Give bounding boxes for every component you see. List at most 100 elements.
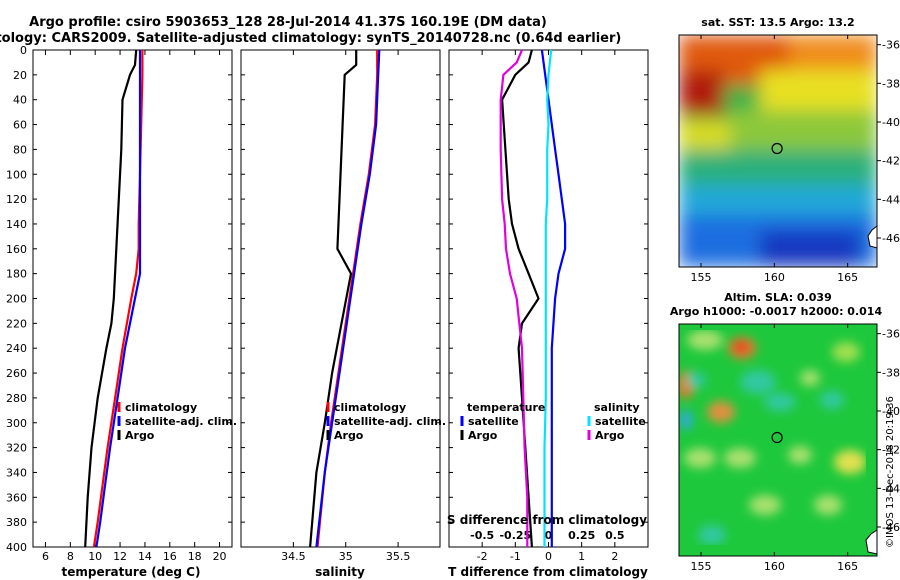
sla-heatmap (679, 324, 877, 556)
s-difference-tick-label: 0.25 (568, 529, 595, 542)
sst-map-title: sat. SST: 13.5 Argo: 13.2 (701, 16, 854, 29)
map-lat-label: -42 (882, 155, 900, 168)
temperature-axis-label: temperature (deg C) (62, 565, 201, 579)
legend-label-s-satellite: satellite (595, 415, 646, 428)
x-tick-label: -1 (510, 550, 521, 563)
sla-map-axes: 155 160 165 -36 -38 -40 -42 -44 -46 (691, 324, 900, 573)
depth-tick-label: 120 (6, 193, 27, 206)
depth-tick-label: 220 (6, 317, 27, 330)
depth-tick-label: 80 (13, 143, 27, 156)
map-lon-label: 160 (764, 560, 785, 573)
x-tick-label: 1 (578, 550, 585, 563)
sla-map-title: Altim. SLA: 0.039 (724, 291, 831, 304)
series-line-t-argo (501, 49, 540, 548)
t-difference-x-axis: -2 -1 0 1 2 (477, 50, 618, 563)
depth-tick-label: 280 (6, 392, 27, 405)
series-line-argo (309, 50, 358, 548)
sla-map-subtitle: Argo h1000: -0.0017 h2000: 0.014 (670, 305, 883, 318)
depth-axis: 0 20 40 60 80 100 120 140 160 180 200 220 240 260 280 3… (6, 44, 648, 554)
map-lon-label: 155 (691, 271, 712, 284)
x-tick-label: 8 (67, 550, 74, 563)
map-lat-label: -46 (882, 521, 900, 534)
sla-map-frame (678, 323, 878, 557)
series-line-t-satellite (540, 49, 567, 547)
legend-label-argo: Argo (125, 429, 155, 442)
depth-tick-label: 100 (6, 168, 27, 181)
legend-label-argo: Argo (334, 429, 364, 442)
legend-label-satellite: satellite-adj. clim. (334, 415, 446, 428)
depth-tick-label: 320 (6, 442, 27, 455)
x-tick-label: 35.5 (386, 550, 411, 563)
map-lon-label: 165 (837, 271, 858, 284)
salinity-x-axis: 34.5 35 35.5 (281, 50, 410, 563)
depth-tick-label: 60 (13, 119, 27, 132)
depth-tick-label: 180 (6, 268, 27, 281)
x-tick-label: 0 (545, 550, 552, 563)
depth-tick-label: 0 (20, 44, 27, 57)
temperature-plot-frame (32, 49, 233, 548)
map-lat-label: -42 (882, 444, 900, 457)
legend-label-satellite: satellite-adj. clim. (125, 415, 237, 428)
x-tick-label: 12 (113, 550, 127, 563)
depth-tick-label: 160 (6, 243, 27, 256)
x-tick-label: 6 (42, 550, 49, 563)
legend-label-t-argo: Argo (468, 429, 498, 442)
map-lat-label: -36 (882, 328, 900, 341)
x-tick-label: 20 (213, 550, 227, 563)
series-line-s-satellite (543, 49, 553, 547)
difference-legend: temperature salinity satellite Argo sate… (460, 401, 646, 442)
map-lat-label: -44 (882, 482, 900, 495)
depth-tick-label: 360 (6, 491, 27, 504)
sla-map-coastline (865, 529, 878, 555)
map-lat-label: -40 (882, 116, 900, 129)
legend-label-s-argo: Argo (595, 429, 625, 442)
salinity-series (309, 49, 381, 548)
depth-tick-label: 200 (6, 293, 27, 306)
s-difference-x-axis: -0.5 -0.25 0 0.25 0.5 (470, 529, 624, 542)
temperature-series (84, 49, 144, 548)
x-tick-label: 14 (138, 550, 152, 563)
credit-label: ©IMOS 13-Dec-2018 20:19:36 (885, 396, 896, 548)
map-lon-label: 155 (691, 560, 712, 573)
series-line-satellite-adj-clim- (315, 49, 381, 548)
s-difference-tick-label: -0.25 (499, 529, 531, 542)
legend-header-salinity: salinity (594, 401, 640, 414)
figure-title-line1: Argo profile: csiro 5903653_128 28-Jul-2… (29, 15, 547, 30)
depth-tick-label: 300 (6, 417, 27, 430)
s-difference-tick-label: 0 (545, 529, 553, 542)
salinity-legend: climatology satellite-adj. clim. Argo (326, 401, 446, 442)
x-tick-label: 35 (339, 550, 353, 563)
sst-map-coastline (867, 224, 878, 249)
sst-argo-position-marker (771, 142, 783, 155)
legend-label-t-satellite: satellite (468, 415, 519, 428)
x-tick-label: 10 (88, 550, 102, 563)
figure-title-line2: Climatology: CARS2009. Satellite-adjuste… (0, 31, 621, 46)
series-line-satellite-adj-clim- (95, 50, 142, 548)
sst-heatmap (679, 35, 877, 267)
x-tick-label: 34.5 (281, 550, 306, 563)
sst-map-frame (678, 34, 878, 268)
map-lat-label: -46 (882, 232, 900, 245)
map-lon-label: 160 (764, 271, 785, 284)
salinity-plot-frame (240, 49, 441, 548)
legend-header-temperature: temperature (467, 401, 545, 414)
map-lat-label: -38 (882, 366, 900, 379)
difference-series (499, 49, 567, 548)
salinity-axis-label: salinity (315, 565, 365, 579)
s-difference-tick-label: 0.5 (605, 529, 625, 542)
depth-tick-label: 240 (6, 342, 27, 355)
s-difference-tick-label: -0.5 (470, 529, 494, 542)
x-tick-label: -2 (477, 550, 488, 563)
depth-tick-label: 260 (6, 367, 27, 380)
x-tick-label: 18 (188, 550, 202, 563)
depth-tick-label: 40 (13, 94, 27, 107)
depth-tick-label: 20 (13, 69, 27, 82)
series-line-argo (84, 49, 138, 548)
series-line-s-argo (499, 49, 529, 547)
s-difference-axis-label: S difference from climatology (447, 513, 647, 527)
map-lat-label: -38 (882, 77, 900, 90)
temperature-x-axis: 6 8 10 12 14 16 18 20 (42, 50, 227, 563)
x-tick-label: 2 (611, 550, 618, 563)
depth-tick-label: 380 (6, 516, 27, 529)
